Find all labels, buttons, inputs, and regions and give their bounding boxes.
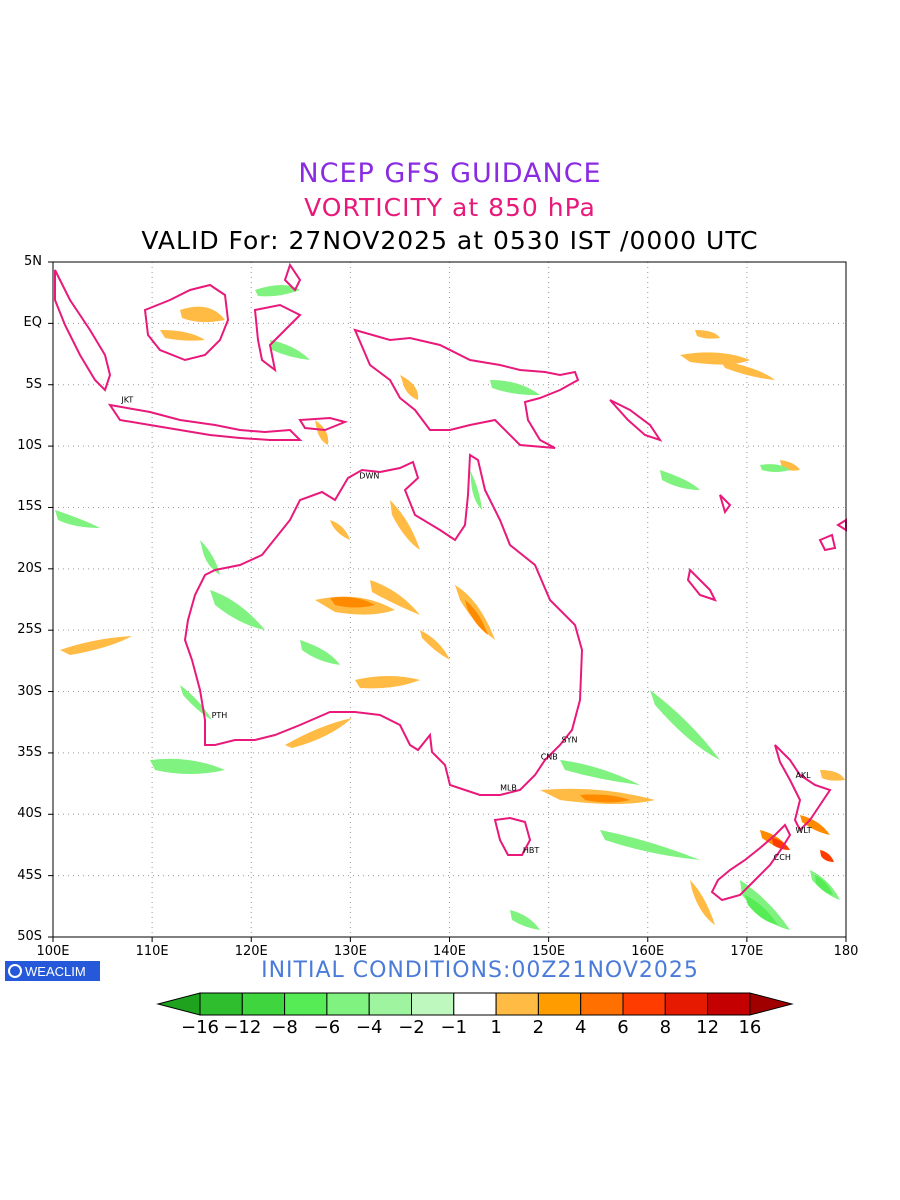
vorticity-field <box>55 285 845 930</box>
colorbar-label: 1 <box>490 1017 502 1038</box>
city-markers: JKT DWN PTH SYN CNB MLB HBT AKL WLT CCH <box>120 395 811 862</box>
colorbar-label: 6 <box>617 1017 629 1038</box>
colorbar-label: −6 <box>313 1017 341 1038</box>
lon-label: 160E <box>631 944 665 959</box>
logo-icon <box>8 964 22 978</box>
colorbar-label: −12 <box>223 1017 262 1038</box>
colorbar-label: −16 <box>181 1017 219 1038</box>
colorbar-label: 16 <box>738 1017 762 1038</box>
colorbar-label: −4 <box>355 1017 383 1038</box>
colorbar-label: 8 <box>659 1017 672 1038</box>
colorbar-label: −1 <box>440 1017 468 1038</box>
lon-label: 110E <box>135 944 169 959</box>
lon-label: 120E <box>234 944 268 959</box>
colorbar-label: −8 <box>271 1017 298 1038</box>
city-label: SYN <box>562 735 578 744</box>
lat-label: 30S <box>17 683 42 699</box>
lat-label: 45S <box>17 867 42 883</box>
city-label: JKT <box>120 395 133 404</box>
city-label: CNB <box>541 753 558 762</box>
lat-label: 50S <box>17 929 42 944</box>
colorbar-label: −2 <box>398 1017 425 1038</box>
chart-title: NCEP GFS GUIDANCE <box>298 158 602 189</box>
lon-label: 140E <box>432 944 467 959</box>
lat-label: 15S <box>17 499 42 515</box>
lon-label: 130E <box>333 944 367 959</box>
lat-label: 35S <box>17 744 42 760</box>
lat-label: 5S <box>25 376 42 392</box>
lat-label: 5N <box>24 254 42 269</box>
city-label: CCH <box>774 853 791 862</box>
city-label: MLB <box>500 783 517 792</box>
colorbar-label: 4 <box>574 1017 587 1038</box>
colorbar-label: 2 <box>532 1017 545 1038</box>
colorbar-label: 12 <box>696 1017 720 1038</box>
lat-label: 20S <box>17 560 42 576</box>
lon-label: 170E <box>730 944 764 959</box>
city-label: AKL <box>795 771 811 780</box>
lon-label: 100E <box>36 944 70 959</box>
brand-name: WEACLIM <box>25 963 86 979</box>
lat-label: EQ <box>23 315 42 331</box>
city-label: PTH <box>212 711 228 720</box>
initial-conditions: INITIAL CONDITIONS:00Z21NOV2025 <box>261 958 699 983</box>
lat-label: 25S <box>17 622 42 638</box>
lon-label: 150E <box>532 944 566 959</box>
valid-time: VALID For: 27NOV2025 at 0530 IST /0000 U… <box>141 226 759 255</box>
lon-label: 180 <box>833 944 859 959</box>
coastlines <box>54 262 847 902</box>
city-label: WLT <box>795 826 811 835</box>
chart-subtitle: VORTICITY at 850 hPa <box>304 193 596 222</box>
weaclim-logo: WEACLIM <box>5 961 100 981</box>
city-label: HBT <box>523 846 540 855</box>
lat-label: 10S <box>17 438 42 454</box>
city-label: DWN <box>359 472 379 481</box>
lat-label: 40S <box>17 806 42 822</box>
